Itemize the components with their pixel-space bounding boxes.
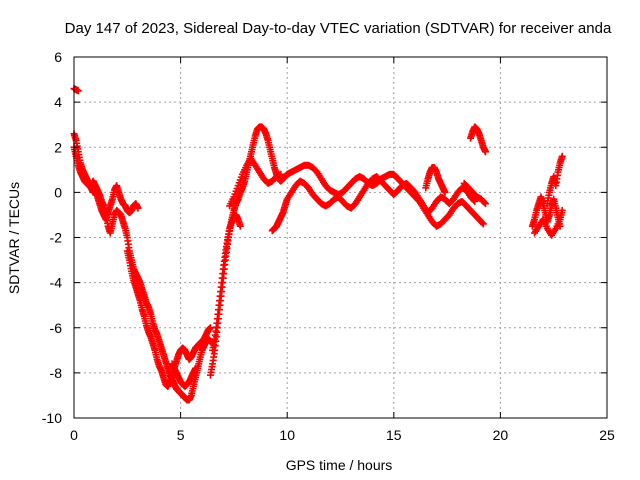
x-tick-label: 5 xyxy=(177,427,185,443)
x-tick-label: 10 xyxy=(279,427,295,443)
axes: 0 5 10 15 20 25 -10 -8 -6 -4 -2 0 2 4 6 xyxy=(42,49,615,443)
data-point xyxy=(277,170,285,178)
data-point xyxy=(134,204,142,212)
y-tick-label: 2 xyxy=(54,139,62,155)
y-tick-label: -10 xyxy=(42,410,62,426)
data-point xyxy=(236,222,244,230)
data-point xyxy=(481,200,489,208)
data-point xyxy=(480,199,488,207)
y-axis-label: SDTVAR / TECUs xyxy=(6,182,22,294)
x-tick-label: 25 xyxy=(599,427,615,443)
y-tick-label: -6 xyxy=(50,320,63,336)
data-point xyxy=(478,219,486,227)
x-axis-label: GPS time / hours xyxy=(286,457,393,473)
grid xyxy=(74,57,607,418)
y-tick-label: 4 xyxy=(54,94,62,110)
y-tick-label: -2 xyxy=(50,230,63,246)
x-tick-label: 20 xyxy=(493,427,509,443)
data-point xyxy=(192,364,200,372)
data-point xyxy=(74,87,82,95)
data-point xyxy=(206,324,214,332)
chart-title: Day 147 of 2023, Sidereal Day-to-day VTE… xyxy=(65,20,612,37)
data-point xyxy=(558,206,566,214)
y-tick-label: 0 xyxy=(54,184,62,200)
data-points xyxy=(70,85,566,404)
data-point xyxy=(558,152,566,160)
data-point xyxy=(471,197,479,205)
x-tick-label: 0 xyxy=(70,427,78,443)
data-point xyxy=(470,196,478,204)
data-point xyxy=(479,220,487,228)
data-point xyxy=(441,188,449,196)
data-point xyxy=(481,148,489,156)
y-tick-label: 6 xyxy=(54,49,62,65)
y-tick-label: -4 xyxy=(50,275,63,291)
y-tick-label: -8 xyxy=(50,365,63,381)
x-tick-label: 15 xyxy=(386,427,402,443)
